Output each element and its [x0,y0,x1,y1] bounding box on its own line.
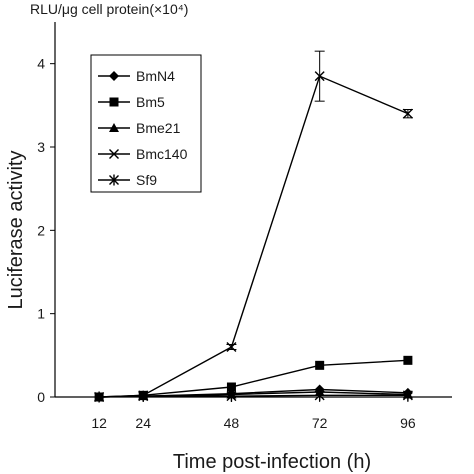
point-bm5-48 [226,382,236,392]
y-tick-label-2: 2 [37,222,45,238]
point-bmc140-72 [314,71,325,82]
y-tick-label-3: 3 [37,139,45,155]
legend-marker-bme21-shape [109,123,119,132]
point-sf9-48 [226,390,237,402]
y-tick-label-4: 4 [37,56,45,72]
legend-marker-bm5-shape [109,97,119,107]
legend-box [90,54,202,193]
legend-item-bm5: Bm5 [98,94,165,110]
legend-label-bmc140: Bmc140 [136,146,188,162]
point-bm5-96-shape [403,355,413,365]
plot-area [94,50,413,403]
legend-marker-bmc140 [109,149,119,159]
legend-marker-bme21 [109,123,119,132]
legend-label-sf9: Sf9 [136,172,157,188]
legend-marker-bmc140-stroke-b [109,149,119,159]
point-sf9-96 [402,389,413,401]
legend-item-bmc140: Bmc140 [98,146,188,162]
point-bm5-72 [315,360,325,370]
x-tick-label-48: 48 [224,415,240,431]
point-bm5-48-shape [226,382,236,392]
legend-marker-sf9 [109,174,119,186]
unit-label: RLU/μg cell protein(×10⁴) [30,1,188,17]
x-axis-title: Time post-infection (h) [173,451,371,473]
point-sf9-72 [314,389,325,401]
point-sf9-12 [94,391,105,403]
legend-marker-bmn4-shape [109,71,119,81]
point-bmc140-72-stroke-b [314,71,325,82]
y-tick-label-1: 1 [37,306,45,322]
legend-label-bme21: Bme21 [136,120,181,136]
point-bmc140-48 [226,342,237,352]
point-bmc140-96-stroke-b [402,108,413,119]
x-tick-label-72: 72 [312,415,328,431]
legend-label-bmn4: BmN4 [136,68,175,84]
x-tick-label-12: 12 [91,415,107,431]
point-bmc140-96 [402,108,413,119]
legend-item-sf9: Sf9 [98,172,157,188]
series-sf9 [94,389,413,403]
x-tick-label-96: 96 [400,415,416,431]
point-bm5-96 [403,355,413,365]
point-bmc140-48-stroke-b [226,342,237,352]
y-axis-title: Luciferase activity [5,151,27,310]
x-tick-label-24: 24 [135,415,151,431]
legend: BmN4 Bm5 Bme21 Bmc140 Sf9 [98,68,188,188]
point-sf9-24 [138,390,149,402]
legend-item-bmn4: BmN4 [98,68,175,84]
point-bm5-72-shape [315,360,325,370]
legend-item-bme21: Bme21 [98,120,181,136]
legend-marker-bmn4 [109,71,119,81]
y-tick-label-0: 0 [37,389,45,405]
legend-marker-bm5 [109,97,119,107]
legend-label-bm5: Bm5 [136,94,165,110]
